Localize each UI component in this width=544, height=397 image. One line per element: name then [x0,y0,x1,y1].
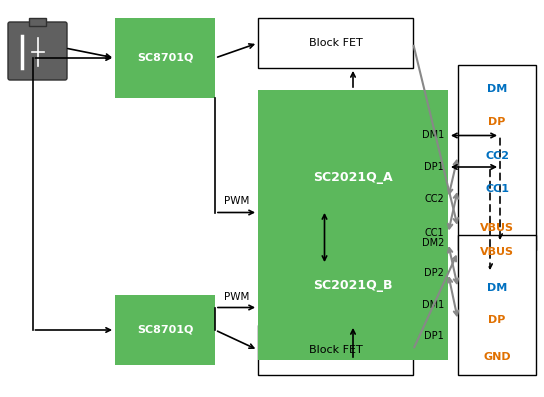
Text: CC2: CC2 [424,193,444,204]
Text: DP1: DP1 [424,331,444,341]
Text: DM1: DM1 [422,299,444,310]
Bar [115,295,215,365]
Bar [458,235,536,375]
Text: Block FET: Block FET [308,38,362,48]
Text: PWM: PWM [224,197,249,206]
Bar [115,18,215,98]
FancyBboxPatch shape [8,22,67,80]
Text: VBUS: VBUS [480,223,514,233]
Text: DM2: DM2 [422,238,444,248]
Text: VBUS: VBUS [480,247,514,257]
Text: DP: DP [489,118,506,127]
Text: DP1: DP1 [424,162,444,172]
Text: SC2021Q_B: SC2021Q_B [313,279,393,291]
Bar [258,210,448,360]
Text: SC8701Q: SC8701Q [137,325,193,335]
Bar [258,90,448,265]
Text: CC1: CC1 [485,184,509,194]
Text: PWM: PWM [224,291,249,301]
Text: DM: DM [487,283,507,293]
Bar [29,18,46,26]
Text: DM1: DM1 [422,131,444,141]
Text: Block FET: Block FET [308,345,362,355]
Text: CC1: CC1 [424,229,444,239]
Text: DP: DP [489,315,506,326]
Bar [258,325,413,375]
Bar [458,65,536,250]
Text: SC8701Q: SC8701Q [137,53,193,63]
Text: CC2: CC2 [485,150,509,161]
Text: GND: GND [483,352,511,362]
Text: DM: DM [487,84,507,94]
Text: DP2: DP2 [424,268,444,278]
Text: SC2021Q_A: SC2021Q_A [313,171,393,184]
Bar [258,18,413,68]
